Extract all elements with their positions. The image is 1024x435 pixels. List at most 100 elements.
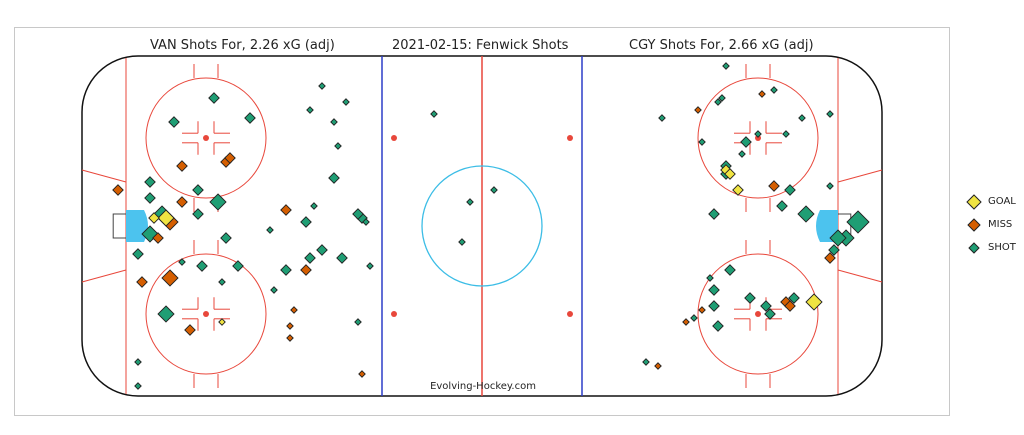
shot-marker-shot [744, 292, 756, 304]
legend-shot-marker [968, 241, 980, 254]
shot-marker-miss [654, 362, 662, 370]
shot-marker-shot [698, 138, 706, 146]
shot-marker-shot [724, 264, 736, 276]
shot-marker-shot [218, 278, 226, 286]
trapezoid-line [81, 169, 127, 183]
shot-marker-shot [334, 142, 342, 150]
trapezoid-line [81, 269, 127, 283]
center-circle [421, 165, 543, 287]
shot-marker-miss [300, 264, 312, 276]
shot-marker-shot [266, 226, 274, 234]
shot-marker-miss [290, 306, 298, 314]
shot-marker-shot [708, 284, 720, 296]
shot-marker-shot [366, 262, 374, 270]
trapezoid-line [837, 169, 883, 183]
shot-marker-miss [280, 204, 292, 216]
faceoff-dot [755, 135, 761, 141]
shot-marker-shot [144, 176, 156, 188]
goal-crease-right [816, 210, 838, 242]
faceoff-circle [697, 77, 819, 199]
shot-marker-miss [286, 334, 294, 342]
shot-marker-shot [776, 200, 788, 212]
shot-marker-miss [184, 324, 196, 336]
shot-marker-miss [694, 106, 702, 114]
legend-item-shot: SHOT [966, 236, 1016, 259]
shot-marker-shot [330, 118, 338, 126]
shot-marker-shot [134, 382, 142, 390]
faceoff-circle [145, 77, 267, 199]
rink-lines [81, 55, 883, 397]
faceoff-dot [755, 311, 761, 317]
shot-marker-miss [176, 160, 188, 172]
shot-marker-shot [738, 150, 746, 158]
faceoff-dot [203, 311, 209, 317]
shot-marker-shot [712, 320, 724, 332]
shot-marker-shot [209, 193, 227, 211]
shot-marker-miss [286, 322, 294, 330]
shot-marker-shot [798, 114, 806, 122]
shot-marker-shot [826, 182, 834, 190]
shot-marker-shot [354, 318, 362, 326]
legend-miss-marker [967, 217, 981, 232]
shot-marker-miss [161, 269, 179, 287]
shot-marker-shot [157, 305, 175, 323]
shot-marker-shot [132, 248, 144, 260]
shot-marker-shot [232, 260, 244, 272]
shot-marker-miss [112, 184, 124, 196]
shot-markers [112, 62, 870, 390]
shot-marker-shot [829, 229, 847, 247]
shot-marker-shot [328, 172, 340, 184]
shot-marker-shot [828, 244, 840, 256]
neutral-faceoff-dot [391, 135, 397, 141]
shot-marker-shot [458, 238, 466, 246]
shot-marker-shot [490, 186, 498, 194]
shot-marker-miss [152, 232, 164, 244]
shot-marker-shot [642, 358, 650, 366]
shot-marker-miss [768, 180, 780, 192]
neutral-faceoff-dot [567, 135, 573, 141]
shot-marker-shot [352, 208, 364, 220]
shot-marker-shot [754, 130, 762, 138]
shot-marker-shot [318, 82, 326, 90]
shot-marker-shot [306, 106, 314, 114]
neutral-faceoff-dot [567, 311, 573, 317]
shot-marker-miss [824, 252, 836, 264]
shot-marker-goal [732, 184, 744, 196]
shot-marker-shot [336, 252, 348, 264]
shot-marker-miss [176, 196, 188, 208]
shot-marker-shot [316, 244, 328, 256]
shot-marker-shot [740, 136, 752, 148]
shot-marker-shot [788, 292, 800, 304]
shot-marker-shot [144, 192, 156, 204]
shot-marker-shot [134, 358, 142, 366]
title-middle: 2021-02-15: Fenwick Shots [392, 38, 569, 53]
shot-marker-shot [846, 210, 870, 234]
faceoff-circle [697, 253, 819, 375]
shot-marker-shot [760, 300, 772, 312]
shot-marker-shot [192, 184, 204, 196]
shot-marker-shot [270, 286, 278, 294]
shot-marker-shot [706, 274, 714, 282]
legend-goal-label: GOAL [988, 196, 1016, 207]
shot-marker-shot [362, 218, 370, 226]
shot-marker-goal [157, 209, 175, 227]
shot-marker-shot [300, 216, 312, 228]
shot-marker-shot [168, 116, 180, 128]
title-right: CGY Shots For, 2.66 xG (adj) [629, 38, 814, 53]
shot-marker-shot [797, 205, 815, 223]
shot-marker-goal [218, 318, 226, 326]
legend-miss-label: MISS [988, 219, 1013, 230]
shot-marker-shot [784, 184, 796, 196]
faceoff-circle [145, 253, 267, 375]
trapezoid-line [837, 269, 883, 283]
shot-marker-shot [430, 110, 438, 118]
shot-marker-goal [724, 168, 736, 180]
faceoff-dot [203, 135, 209, 141]
shot-marker-shot [708, 300, 720, 312]
shot-marker-shot [304, 252, 316, 264]
shot-marker-miss [682, 318, 690, 326]
shot-marker-shot [658, 114, 666, 122]
shot-marker-shot [770, 86, 778, 94]
shot-marker-miss [784, 300, 796, 312]
